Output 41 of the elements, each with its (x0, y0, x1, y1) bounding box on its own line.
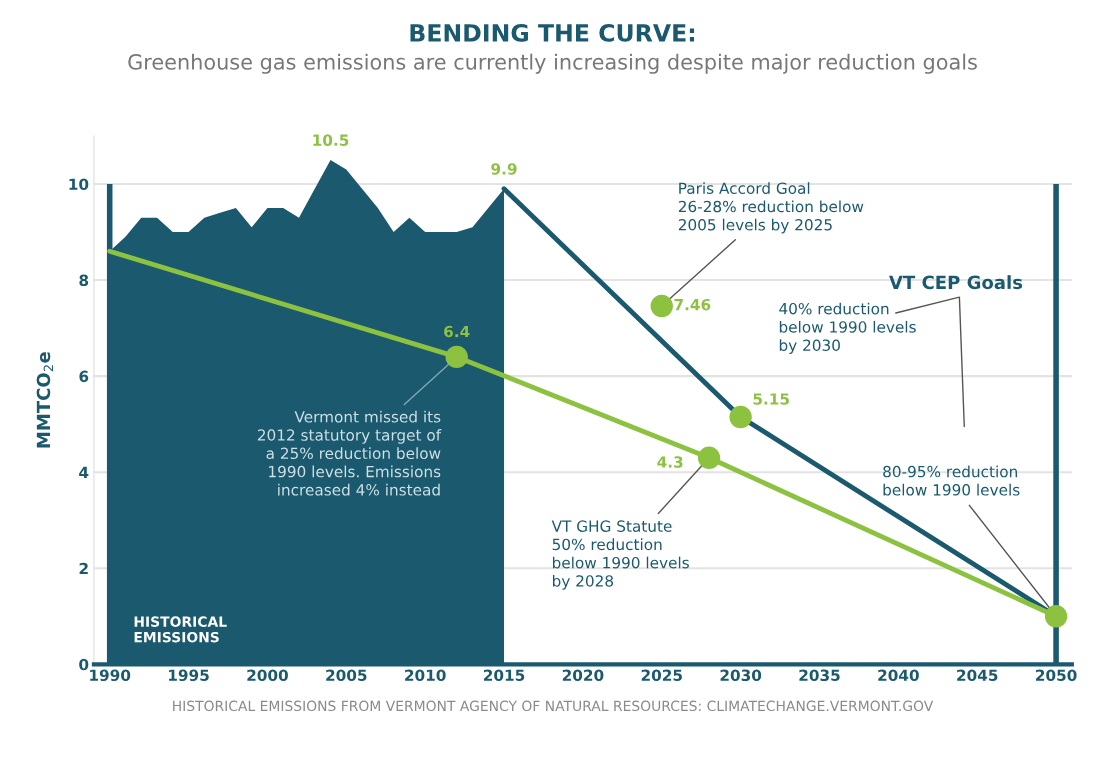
x-tick-label: 2005 (326, 669, 367, 682)
y-tick-label: 8 (79, 274, 89, 287)
data-label: 7.46 (674, 298, 711, 311)
y-tick-label: 10 (69, 178, 89, 191)
x-tick-label: 2000 (247, 669, 288, 682)
x-tick-label: 2045 (957, 669, 998, 682)
x-tick-label: 2040 (878, 669, 919, 682)
x-tick-label: 2025 (641, 669, 682, 682)
point (729, 405, 752, 429)
text: HISTORICAL EMISSIONS FROM VERMONT AGENCY OF NATURAL RESOURCES: CLIMATECHANGE.VERMONT.GOV (173, 700, 934, 712)
y-axis-title: MMTCO$_{2}$e (36, 352, 53, 448)
x-tick-label: 2035 (799, 669, 840, 682)
point (697, 446, 721, 469)
x-tick-label: 1995 (169, 669, 209, 682)
data-label: 5.15 (753, 393, 789, 405)
point (650, 294, 673, 318)
x-tick-label: 1990 (90, 669, 131, 682)
x-tick-label: 2015 (483, 669, 525, 682)
data-label: 6.4 (444, 325, 470, 338)
x-tick-label: 2020 (562, 669, 604, 682)
annotation: Vermont missed its 2012 statutory target of a 25% reduction below 1990 levels. Emissions increased 4% instead (257, 410, 442, 496)
point (445, 345, 468, 369)
annotation: Paris Accord Goal 26-28% reduction below 2005 levels by 2025 (678, 182, 864, 234)
annotation: 40% reduction below 1990 levels by 2030 (779, 302, 916, 354)
x-tick-label: 2030 (720, 669, 762, 682)
y-tick-label: 6 (79, 370, 89, 383)
chart-title: BENDING THE CURVE: (410, 23, 695, 42)
annotation: 80-95% reduction below 1990 levels (883, 465, 1020, 496)
y-tick-label: 4 (79, 466, 89, 479)
annotation: VT GHG Statute 50% reduction below 1990 levels by 2028 (551, 520, 689, 590)
x-tick-label: 2050 (1036, 669, 1077, 682)
series-label: HISTORICAL EMISSIONS (134, 616, 227, 643)
chart-subtitle: Greenhouse gas emissions are currently increasing despite major reduction goals (128, 53, 977, 74)
y-tick-label: 0 (79, 658, 89, 671)
data-label: 4.3 (657, 456, 683, 468)
point (1044, 605, 1068, 628)
x-tick-label: 2010 (405, 669, 446, 682)
annotation: VT CEP Goals (889, 275, 1023, 290)
data-label: 10.5 (313, 134, 349, 146)
data-label: 9.9 (491, 163, 517, 175)
y-tick-label: 2 (79, 562, 88, 575)
